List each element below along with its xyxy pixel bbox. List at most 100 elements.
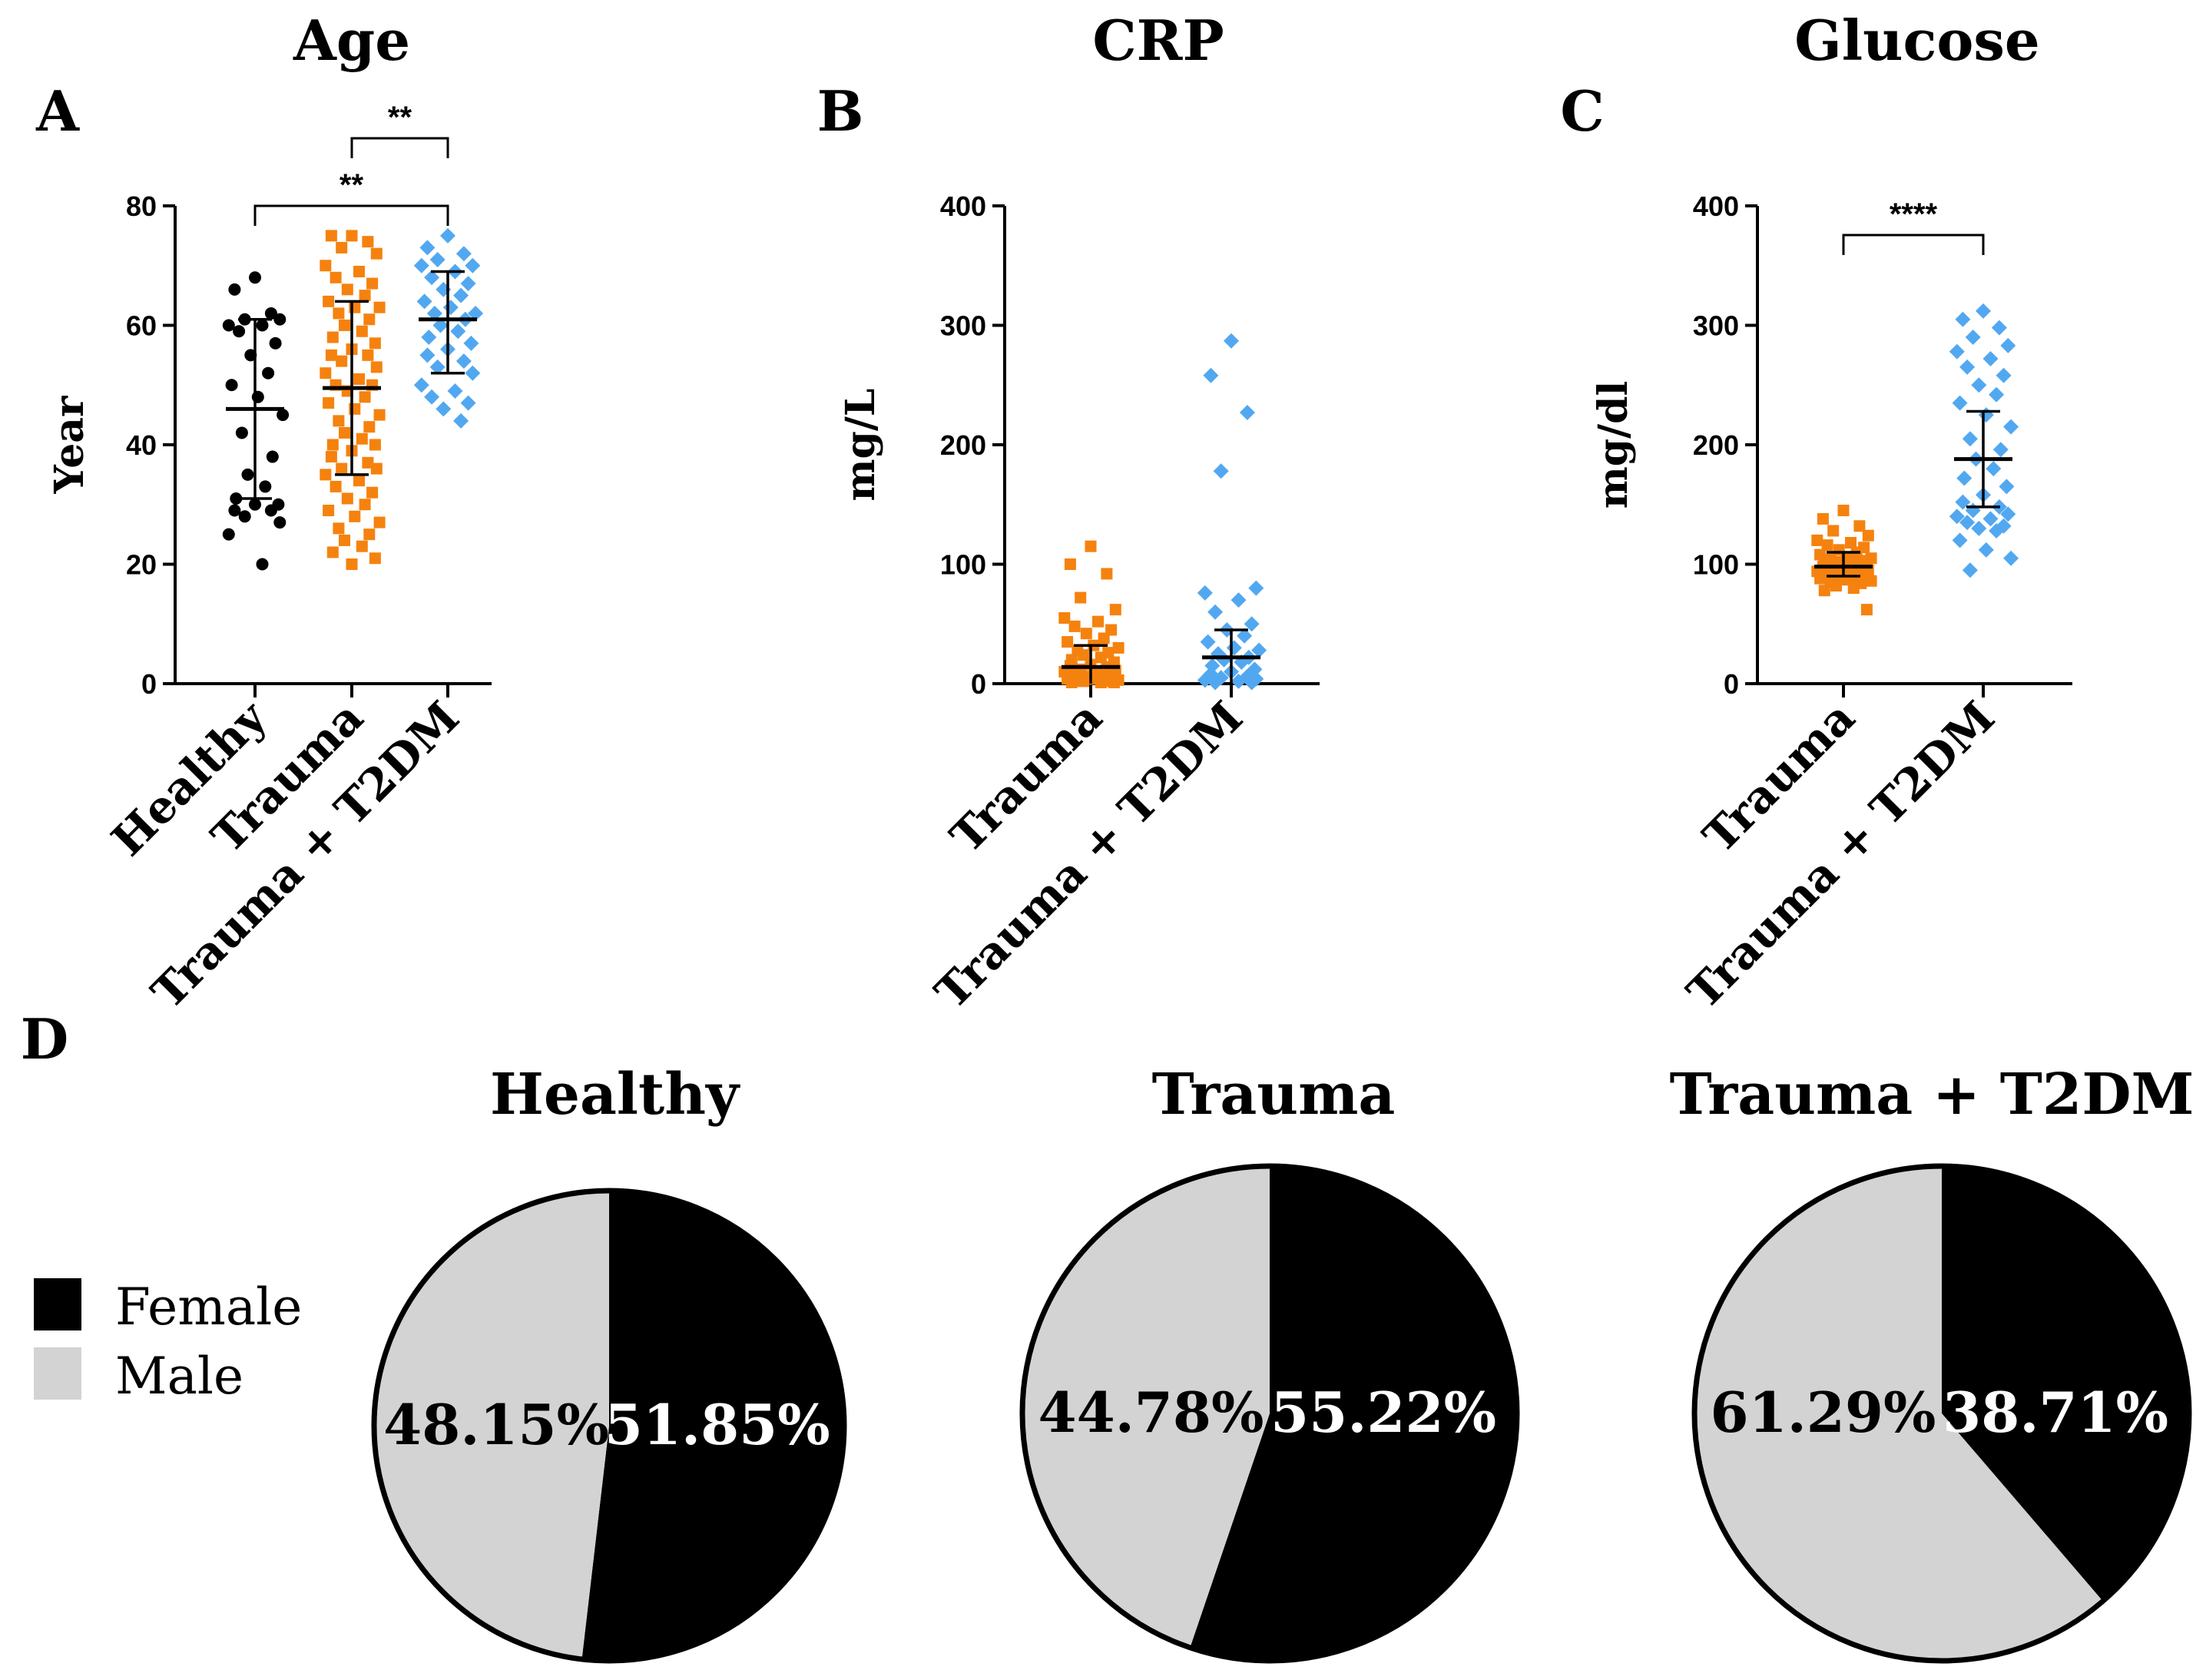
pie-trauma: Trauma 55.22%44.78% [1019,1062,1520,1664]
legend-label-male: Male [115,1347,243,1406]
pie-slice-female [581,1191,845,1661]
data-point [323,505,335,517]
panel-letter: A [35,78,80,144]
data-point [465,257,481,273]
data-point [1971,377,1987,393]
data-point [356,432,368,445]
data-point [440,227,455,244]
data-point [455,246,472,262]
y-tick-label: 0 [971,668,986,700]
data-point [463,335,479,351]
pie-slice-male [1694,1166,2103,1661]
data-point [419,240,436,256]
data-point [1952,532,1968,548]
data-point [1862,529,1874,542]
data-point [262,366,275,379]
data-point [346,230,358,242]
data-point [1814,548,1827,561]
data-point [235,426,248,439]
data-point [1978,542,1994,558]
data-point [233,325,246,338]
data-point [1112,641,1125,654]
data-point [468,305,484,321]
data-point [2003,419,2019,435]
data-point [460,395,476,411]
significance-bracket [253,204,449,226]
data-point [1971,520,1987,536]
data-point [1976,303,1991,319]
data-point [1989,386,2005,403]
significance-label: **** [1890,197,1938,231]
data-point [359,499,371,511]
pie-trauma-t2dm: Trauma + T2DM 38.71%61.29% [1670,1062,2194,1664]
pie-title: Healthy [490,1062,740,1128]
data-point [326,331,339,343]
data-point [1845,537,1857,549]
data-point [333,522,345,535]
data-point [1956,470,1972,486]
panel-letter: C [1560,78,1604,144]
data-point [249,498,261,511]
data-point [421,330,437,346]
panel-title: Age [293,8,410,73]
data-point [341,492,353,505]
legend-label-female: Female [115,1277,302,1337]
data-point [2000,337,2016,353]
data-point [447,383,463,399]
y-tick-label: 100 [1693,549,1739,581]
data-point [325,230,337,242]
data-point [1207,604,1224,620]
y-tick-label: 300 [1693,310,1739,342]
data-point [1078,675,1089,688]
pie-outline [1019,1163,1520,1664]
data-point [424,270,440,286]
data-point [359,391,371,403]
y-axis-label: mg/dl [1590,381,1637,509]
data-point [1239,405,1255,421]
data-point [455,353,472,369]
data-point [413,377,429,393]
data-point [230,492,243,505]
data-point [1248,580,1264,596]
data-point [256,319,269,332]
data-point [1955,311,1971,327]
data-point [1814,572,1827,585]
data-point [1098,632,1110,644]
data-point [1237,628,1253,644]
data-point [429,359,446,375]
data-point [1068,620,1081,632]
pie-outline [371,1188,847,1664]
data-point [373,409,386,421]
data-point [336,355,348,367]
data-point [349,510,361,522]
data-point [1978,407,1994,423]
data-point [1065,676,1078,688]
data-point [1075,591,1087,604]
data-point [1062,636,1074,648]
data-point [222,319,235,332]
data-point [353,266,365,278]
panel-title: CRP [1092,8,1224,73]
data-point [363,313,376,326]
data-point [370,247,383,260]
pie-label-female: 38.71% [1943,1380,2168,1445]
data-point [369,337,381,350]
data-point [1865,575,1877,587]
y-tick-label: 0 [1724,668,1739,700]
data-point [370,361,383,373]
series-trauma [1811,505,1877,616]
y-tick-label: 80 [126,191,157,222]
data-point [1837,505,1850,517]
data-point [320,367,332,379]
data-point [264,504,277,517]
data-point [1109,604,1121,616]
data-point [1080,628,1092,640]
y-tick-label: 0 [141,668,157,700]
series-trauma [1058,540,1125,688]
data-point [269,336,282,350]
data-point [453,287,469,303]
y-axis-label: mg/L [837,389,884,502]
data-point [419,347,436,363]
data-point [336,241,348,253]
